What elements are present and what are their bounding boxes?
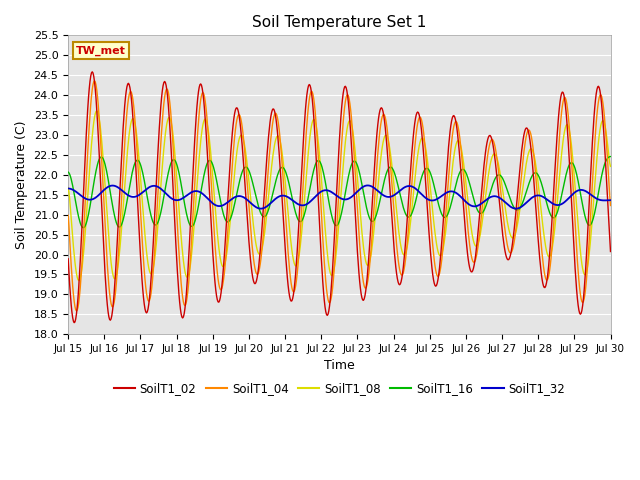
Text: TW_met: TW_met (76, 46, 126, 56)
Y-axis label: Soil Temperature (C): Soil Temperature (C) (15, 120, 28, 249)
Title: Soil Temperature Set 1: Soil Temperature Set 1 (252, 15, 426, 30)
X-axis label: Time: Time (324, 360, 355, 372)
Legend: SoilT1_02, SoilT1_04, SoilT1_08, SoilT1_16, SoilT1_32: SoilT1_02, SoilT1_04, SoilT1_08, SoilT1_… (109, 378, 570, 400)
